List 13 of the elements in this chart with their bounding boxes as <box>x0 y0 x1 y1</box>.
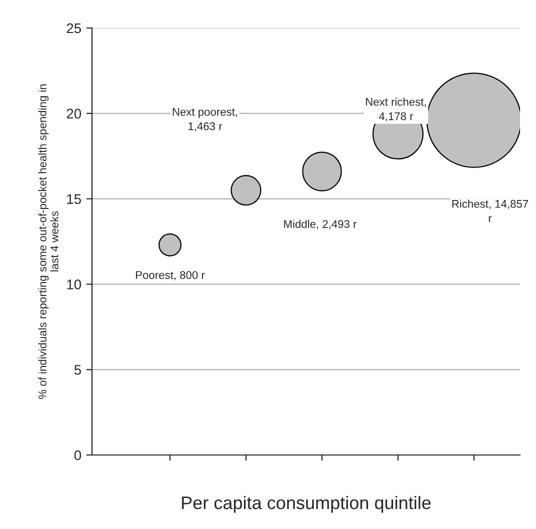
annotation: Middle, 2,493 r <box>284 220 357 230</box>
y-tick-label: 5 <box>74 365 81 375</box>
annotation: Poorest, 800 r <box>136 271 205 280</box>
y-tick-label: 15 <box>67 194 82 204</box>
annotation: Next poorest, 1,463 r <box>172 108 238 132</box>
x-axis-title: Per capita consumption quintile <box>182 496 431 513</box>
y-tick-label: 10 <box>67 280 82 290</box>
y-tick-label: 20 <box>66 108 82 119</box>
y-axis-title: % of individuals reporting some out-of-pocket health spending in last 4 weeks <box>38 84 58 399</box>
y-tick-label: 25 <box>66 23 82 34</box>
y-tick-label: 0 <box>74 450 82 460</box>
annotation: Richest, 14,857 r <box>452 200 528 222</box>
annotation: Next richest, 4,178 r <box>366 98 426 122</box>
